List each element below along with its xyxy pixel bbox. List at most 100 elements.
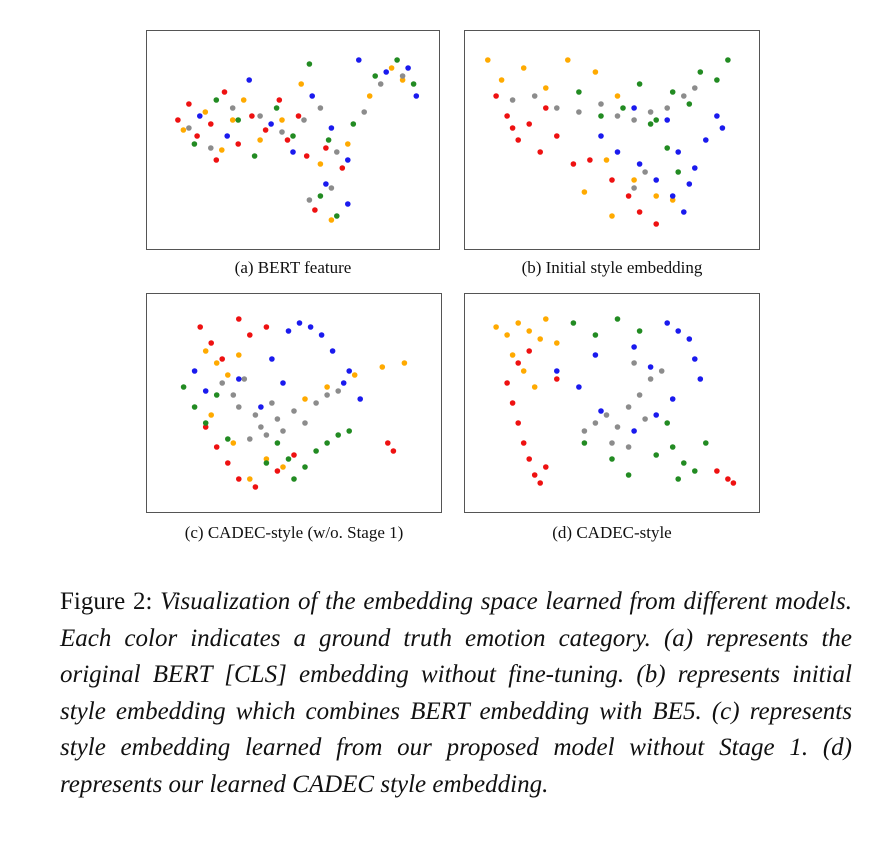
scatter-point-a-red bbox=[339, 165, 346, 171]
scatter-point-a-blue bbox=[356, 57, 362, 63]
panel-caption-b: (b) Initial style embedding bbox=[521, 258, 703, 277]
scatter-point-c-green bbox=[191, 404, 198, 410]
scatter-point-c-red bbox=[263, 324, 270, 330]
scatter-point-b-gray bbox=[631, 185, 637, 191]
scatter-point-a-red bbox=[175, 117, 181, 123]
scatter-point-d-red bbox=[725, 476, 731, 482]
scatter-point-b-blue bbox=[675, 149, 681, 155]
scatter-point-d-gray bbox=[658, 368, 665, 374]
scatter-point-b-green bbox=[620, 105, 626, 111]
scatter-point-d-orange bbox=[537, 336, 543, 342]
scatter-point-b-red bbox=[636, 209, 643, 215]
scatter-point-c-red bbox=[291, 452, 297, 458]
scatter-point-a-red bbox=[221, 89, 228, 95]
scatter-point-b-red bbox=[554, 133, 560, 139]
scatter-point-a-orange bbox=[229, 117, 236, 123]
scatter-point-d-orange bbox=[493, 324, 499, 330]
scatter-point-b-gray bbox=[598, 101, 604, 107]
scatter-point-c-red bbox=[225, 460, 231, 466]
scatter-point-a-green bbox=[213, 97, 220, 103]
scatter-point-a-blue bbox=[345, 157, 351, 163]
scatter-point-a-blue bbox=[328, 125, 335, 131]
scatter-point-a-blue bbox=[413, 93, 420, 99]
scatter-point-b-orange bbox=[485, 57, 491, 63]
scatter-point-c-green bbox=[213, 392, 220, 398]
scatter-point-c-red bbox=[219, 356, 225, 362]
scatter-point-c-red bbox=[247, 332, 253, 338]
scatter-point-d-green bbox=[625, 472, 632, 478]
scatter-point-c-green bbox=[313, 448, 319, 454]
scatter-point-d-orange bbox=[526, 328, 532, 334]
scatter-point-a-orange bbox=[219, 147, 225, 153]
scatter-point-d-red bbox=[520, 440, 527, 446]
scatter-point-c-blue bbox=[340, 380, 347, 386]
scatter-point-d-red bbox=[537, 480, 543, 486]
scatter-point-c-gray bbox=[263, 432, 270, 438]
scatter-point-b-blue bbox=[653, 177, 659, 183]
scatter-point-b-gray bbox=[647, 109, 654, 115]
scatter-point-a-orange bbox=[388, 65, 395, 71]
scatter-point-b-red bbox=[587, 157, 593, 163]
scatter-point-c-green bbox=[180, 384, 187, 390]
scatter-point-a-gray bbox=[306, 197, 313, 203]
scatter-point-a-blue bbox=[345, 201, 351, 207]
scatter-point-c-blue bbox=[285, 328, 292, 334]
scatter-point-c-orange bbox=[263, 456, 270, 462]
scatter-plot-a bbox=[146, 30, 440, 250]
scatter-point-c-gray bbox=[241, 376, 248, 382]
scatter-point-a-green bbox=[394, 57, 400, 63]
scatter-point-a-red bbox=[276, 97, 283, 103]
scatter-point-a-orange bbox=[399, 77, 406, 83]
scatter-point-b-red bbox=[609, 177, 615, 183]
scatter-point-b-orange bbox=[592, 69, 599, 75]
scatter-point-a-red bbox=[194, 133, 200, 139]
scatter-point-b-orange bbox=[581, 189, 588, 195]
scatter-point-d-blue bbox=[592, 352, 599, 358]
plot-frame-c bbox=[146, 293, 442, 513]
scatter-point-d-orange bbox=[531, 384, 538, 390]
scatter-point-d-green bbox=[681, 460, 687, 466]
scatter-point-a-blue bbox=[405, 65, 411, 71]
scatter-point-a-red bbox=[295, 113, 302, 119]
scatter-point-d-green bbox=[692, 468, 698, 474]
scatter-point-a-orange bbox=[279, 117, 285, 123]
scatter-point-b-green bbox=[664, 145, 670, 151]
scatter-point-a-blue bbox=[323, 181, 329, 187]
scatter-point-b-red bbox=[509, 125, 516, 131]
scatter-point-a-orange bbox=[240, 97, 247, 103]
scatter-point-a-gray bbox=[334, 149, 340, 155]
scatter-point-d-gray bbox=[625, 444, 632, 450]
scatter-point-c-blue bbox=[296, 320, 303, 326]
scatter-point-d-red bbox=[526, 348, 532, 354]
scatter-point-a-orange bbox=[328, 217, 335, 223]
scatter-point-c-gray bbox=[269, 400, 275, 406]
scatter-point-a-red bbox=[186, 101, 192, 107]
scatter-point-c-green bbox=[274, 440, 281, 446]
scatter-point-d-orange bbox=[543, 316, 549, 322]
scatter-point-d-green bbox=[664, 420, 670, 426]
scatter-point-b-red bbox=[526, 121, 532, 127]
scatter-point-a-blue bbox=[246, 77, 252, 83]
scatter-point-c-orange bbox=[208, 412, 214, 418]
scatter-point-c-orange bbox=[213, 360, 220, 366]
scatter-point-c-blue bbox=[258, 404, 264, 410]
scatter-point-a-orange bbox=[366, 93, 373, 99]
scatter-point-d-blue bbox=[576, 384, 582, 390]
scatter-point-a-green bbox=[334, 213, 340, 219]
scatter-point-b-green bbox=[686, 101, 693, 107]
scatter-point-d-red bbox=[504, 380, 510, 386]
scatter-point-a-gray bbox=[257, 113, 263, 119]
scatter-point-c-red bbox=[385, 440, 391, 446]
scatter-point-a-green bbox=[350, 121, 357, 127]
scatter-point-c-gray bbox=[252, 412, 259, 418]
scatter-plot-c bbox=[146, 293, 442, 513]
scatter-point-a-orange bbox=[257, 137, 263, 143]
scatter-point-a-red bbox=[208, 121, 214, 127]
scatter-point-b-green bbox=[669, 89, 676, 95]
scatter-point-b-green bbox=[647, 121, 654, 127]
scatter-point-b-red bbox=[543, 105, 549, 111]
scatter-point-b-blue bbox=[631, 105, 637, 111]
scatter-point-d-red bbox=[543, 464, 549, 470]
scatter-point-d-gray bbox=[609, 440, 615, 446]
scatter-point-a-gray bbox=[399, 73, 406, 79]
